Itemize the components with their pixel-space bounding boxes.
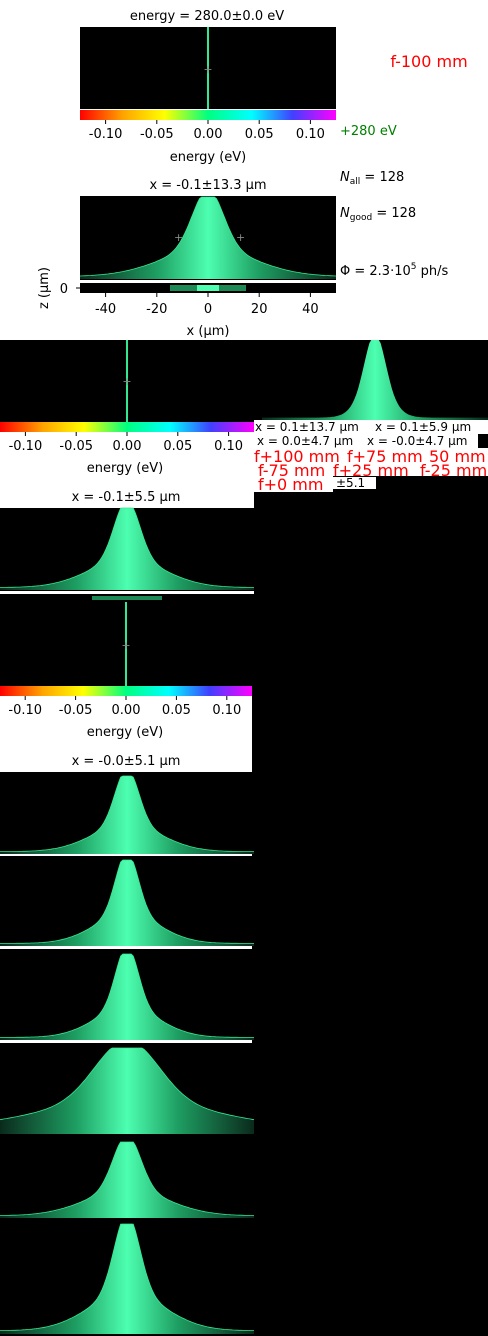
stack-profile-0 bbox=[0, 776, 254, 854]
stack-outline-5 bbox=[0, 1223, 255, 1331]
overlay-title-1: x = 0.1±13.7 μm bbox=[255, 420, 359, 434]
overlay-focus-2: f+75 mm bbox=[347, 447, 423, 466]
energy-tick-label-3: 0.05 bbox=[245, 127, 274, 142]
x-tick-group: -40 -20 0 20 40 bbox=[95, 293, 319, 317]
z-tick-label-0: 0 bbox=[60, 282, 68, 297]
energy-title: energy = 280.0±0.0 eV bbox=[130, 9, 284, 24]
x-tick-label-1: -20 bbox=[146, 302, 167, 317]
panel2-colorbar bbox=[0, 422, 254, 432]
overlay-title-box-2 bbox=[254, 434, 478, 448]
lower-stack-svg: + x = 0.1±13.7 μm x = 0.1±5.9 μm x = 0.0… bbox=[0, 340, 488, 1336]
energy-tick-label-2: 0.00 bbox=[194, 127, 223, 142]
flux-text: Φ = 2.3·105 ph/s bbox=[340, 262, 448, 279]
panel2-energy-tick-label-3: 0.05 bbox=[163, 439, 192, 454]
focus-label: f-100 mm bbox=[390, 52, 467, 71]
energy-tick-label-0: -0.10 bbox=[89, 127, 123, 142]
panel2-energy-axis-label: energy (eV) bbox=[87, 461, 163, 476]
panel2-beam-outline bbox=[0, 507, 254, 588]
panel2-energy-tick-label-1: -0.05 bbox=[59, 439, 93, 454]
energy-colorbar bbox=[80, 110, 336, 120]
panel3-axis-bg bbox=[0, 686, 252, 772]
x-tick-label-2: 0 bbox=[204, 302, 212, 317]
x-tick-label-4: 40 bbox=[302, 302, 319, 317]
overlay-focus-1: f+100 mm bbox=[254, 447, 340, 466]
overlay-partial-text: ±5.1 bbox=[336, 476, 365, 490]
panel3-beam-title: x = -0.0±5.1 μm bbox=[72, 754, 181, 769]
stack-outline-3 bbox=[0, 1047, 255, 1121]
beam-sigma-marker-right: + bbox=[236, 231, 245, 244]
z-strip-core bbox=[197, 285, 219, 291]
panel2-axis-bg bbox=[0, 422, 254, 508]
n-good-text: Ngood = 128 bbox=[340, 206, 416, 223]
stack-profile-3 bbox=[0, 1048, 254, 1134]
panel2-beam-title: x = -0.1±5.5 μm bbox=[72, 490, 181, 505]
x-tick-label-0: -40 bbox=[95, 302, 116, 317]
panel2-beam-profile bbox=[0, 508, 254, 590]
energy-axis-label: energy (eV) bbox=[170, 150, 246, 165]
energy-tick-label-1: -0.05 bbox=[140, 127, 174, 142]
stack-profile-4 bbox=[0, 1142, 254, 1218]
energy-centroid-marker: + bbox=[203, 63, 212, 76]
panel3-energy-tick-label-3: 0.05 bbox=[162, 703, 191, 718]
stack-outline-1 bbox=[0, 859, 254, 944]
beam-profile-fill bbox=[80, 197, 336, 279]
beam-title: x = -0.1±13.3 μm bbox=[149, 178, 266, 193]
overlay-focus-7: f+0 mm bbox=[258, 475, 323, 494]
beam-sigma-marker-left: + bbox=[174, 231, 183, 244]
stack-outline-4 bbox=[0, 1141, 254, 1216]
panel2-z-strip-beam bbox=[92, 596, 162, 600]
panel3-centroid-marker: + bbox=[121, 639, 130, 652]
stack-separator-2 bbox=[0, 1040, 252, 1043]
x-tick-label-3: 20 bbox=[251, 302, 268, 317]
panel3-energy-tick-label-4: 0.10 bbox=[212, 703, 241, 718]
beam-profile-outline bbox=[79, 196, 337, 277]
main-panel: energy = 280.0±0.0 eV + -0.10 -0.05 0.00 0.… bbox=[0, 0, 488, 340]
overlay-focus-5: f+25 mm bbox=[333, 461, 409, 480]
overlay-title-box-1 bbox=[254, 420, 488, 434]
panel2-centroid-marker: + bbox=[122, 375, 131, 388]
stack-outline-2 bbox=[0, 953, 254, 1038]
overlay-focus-3: 50 mm bbox=[429, 447, 486, 466]
overlay-title-4: x = -0.0±4.7 μm bbox=[367, 434, 467, 448]
panel3-tick-group: -0.10 -0.05 0.00 0.05 0.10 bbox=[8, 696, 241, 718]
stacked-profiles-group bbox=[0, 772, 255, 1336]
panel2-energy-tick-label-0: -0.10 bbox=[9, 439, 43, 454]
panel3-energy-tick-label-2: 0.00 bbox=[112, 703, 141, 718]
stack-profile-2 bbox=[0, 954, 254, 1040]
stack-separator-0 bbox=[0, 854, 252, 857]
overlay-partial-box bbox=[332, 477, 376, 489]
stack-outline-0 bbox=[0, 775, 254, 852]
panel2-energy-tick-label-2: 0.00 bbox=[113, 439, 142, 454]
x-axis-label: x (μm) bbox=[187, 324, 230, 339]
overlay-title-2: x = 0.1±5.9 μm bbox=[375, 420, 471, 434]
overlay-focus-4: f-75 mm bbox=[258, 461, 325, 480]
energy-tick-label-4: 0.10 bbox=[296, 127, 325, 142]
panel2-energy-tick-label-4: 0.10 bbox=[214, 439, 243, 454]
main-panel-svg: energy = 280.0±0.0 eV + -0.10 -0.05 0.00 0.… bbox=[37, 9, 468, 339]
energy-label: +280 eV bbox=[340, 124, 397, 139]
stack-profile-5 bbox=[0, 1224, 254, 1334]
panel3-energy-axis-label: energy (eV) bbox=[87, 725, 163, 740]
panel2-tick-group: -0.10 -0.05 0.00 0.05 0.10 bbox=[9, 432, 243, 454]
panel3-energy-tick-label-1: -0.05 bbox=[59, 703, 93, 718]
overlay-focus-6: f-25 mm bbox=[420, 461, 487, 480]
overlay-title-3: x = 0.0±4.7 μm bbox=[257, 434, 353, 448]
right-top-beam-profile bbox=[262, 340, 488, 420]
z-axis-label: z (μm) bbox=[37, 267, 52, 309]
panel3-colorbar bbox=[0, 686, 252, 696]
panel3-energy-tick-label-0: -0.10 bbox=[8, 703, 42, 718]
energy-tick-group: -0.10 -0.05 0.00 0.05 0.10 bbox=[89, 120, 325, 142]
stack-separator-1 bbox=[0, 946, 252, 949]
panel2-separator bbox=[0, 591, 254, 594]
n-all-text: Nall = 128 bbox=[340, 170, 404, 187]
stack-profile-1 bbox=[0, 860, 254, 946]
